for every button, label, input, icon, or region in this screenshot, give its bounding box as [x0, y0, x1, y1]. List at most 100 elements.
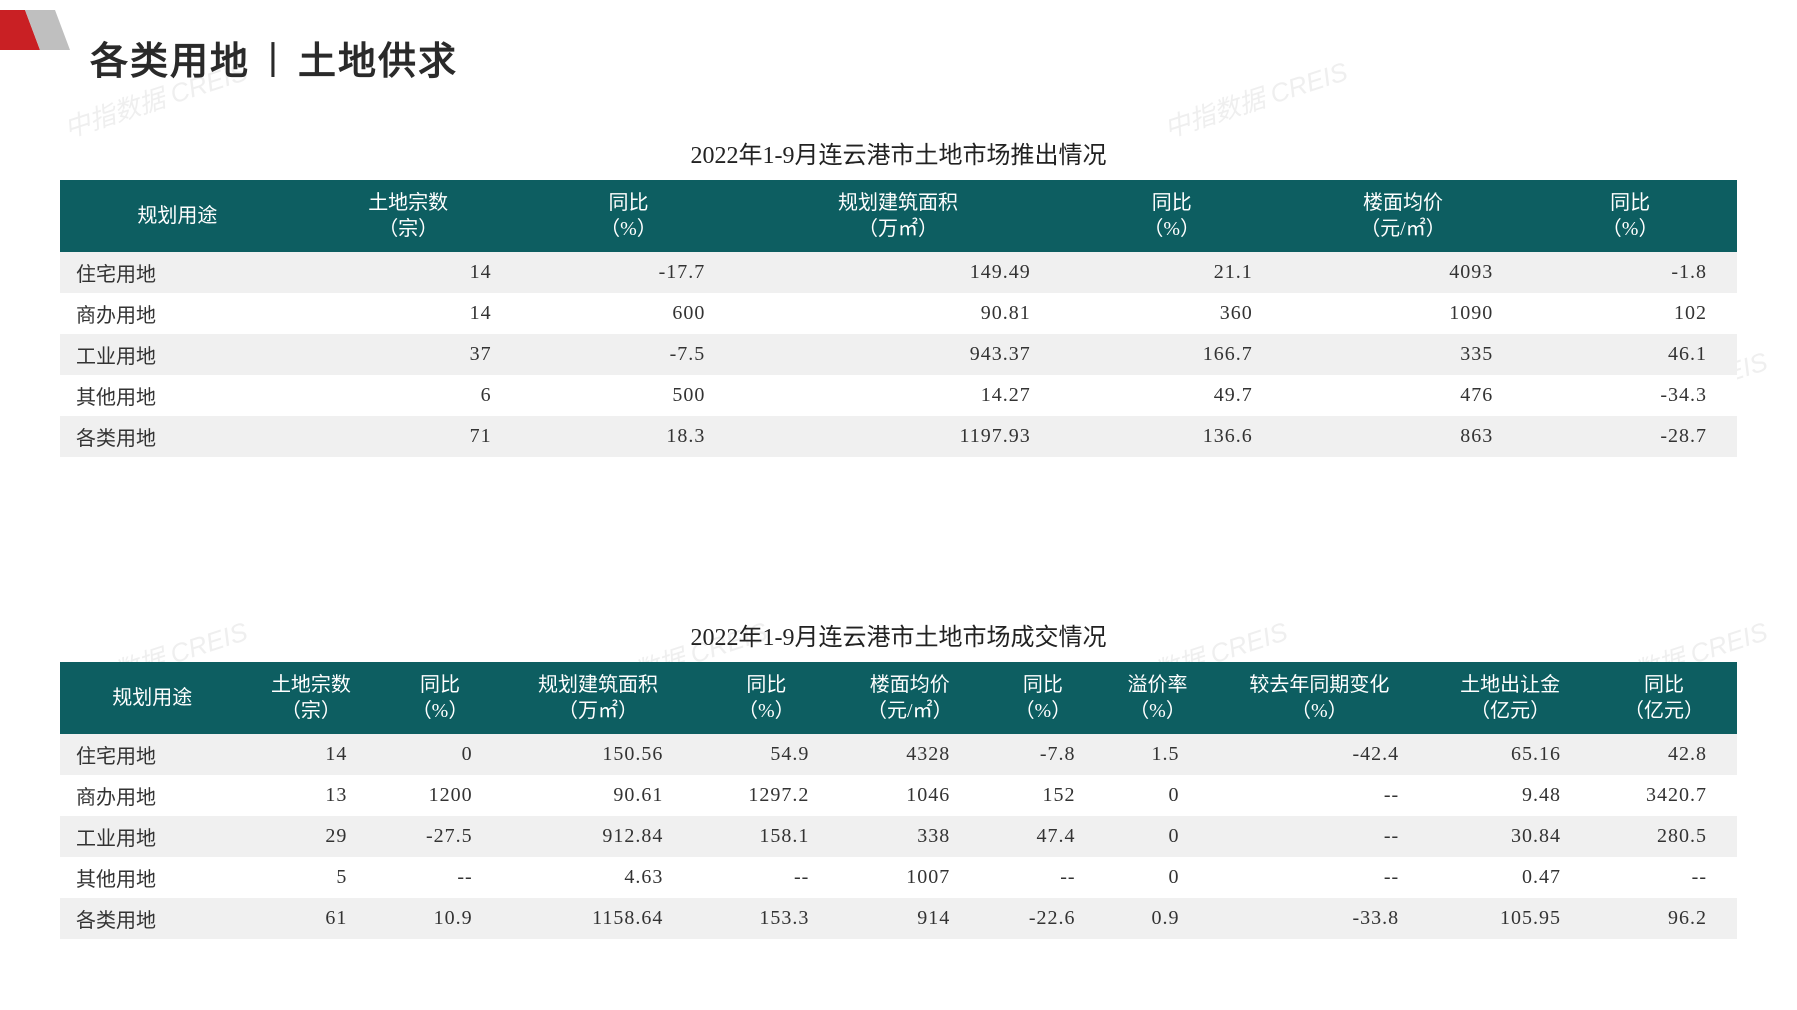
title-part1: 各类用地 — [90, 41, 250, 83]
row-label: 各类用地 — [60, 416, 295, 457]
cell-value: 14 — [244, 734, 377, 775]
column-header: 规划建筑面积（万㎡） — [503, 662, 694, 734]
page-title: 各类用地丨土地供求 — [90, 30, 1737, 85]
column-header-line1: 同比 — [528, 190, 730, 216]
cell-value: 54.9 — [693, 734, 839, 775]
table-row: 其他用地650014.2749.7476-34.3 — [60, 375, 1737, 416]
column-header-line1: 较去年同期变化 — [1216, 672, 1424, 698]
cell-value: 912.84 — [503, 816, 694, 857]
cell-value: 153.3 — [693, 898, 839, 939]
cell-value: -22.6 — [980, 898, 1105, 939]
cell-value: 360 — [1061, 293, 1283, 334]
column-header: 较去年同期变化（%） — [1210, 662, 1430, 734]
cell-value: 0 — [1106, 775, 1210, 816]
cell-value: 14.27 — [735, 375, 1060, 416]
cell-value: 21.1 — [1061, 252, 1283, 293]
row-label: 住宅用地 — [60, 252, 295, 293]
table-row: 住宅用地140150.5654.94328-7.81.5-42.465.1642… — [60, 734, 1737, 775]
column-header: 土地宗数（宗） — [295, 180, 522, 252]
table-row: 工业用地37-7.5943.37166.733546.1 — [60, 334, 1737, 375]
column-header-line2: （%） — [1112, 698, 1204, 724]
row-label: 工业用地 — [60, 334, 295, 375]
table1-title: 2022年1-9月连云港市土地市场推出情况 — [60, 135, 1737, 170]
column-header-line1: 同比 — [1067, 190, 1277, 216]
cell-value: -- — [693, 857, 839, 898]
cell-value: 500 — [522, 375, 736, 416]
row-label: 各类用地 — [60, 898, 244, 939]
cell-value: 1046 — [839, 775, 980, 816]
row-label: 其他用地 — [60, 857, 244, 898]
cell-value: 152 — [980, 775, 1105, 816]
cell-value: 90.61 — [503, 775, 694, 816]
column-header-line1: 规划建筑面积 — [741, 190, 1054, 216]
cell-value: 37 — [295, 334, 522, 375]
cell-value: -42.4 — [1210, 734, 1430, 775]
column-header-line2: （%） — [383, 698, 496, 724]
column-header-line1: 同比 — [699, 672, 833, 698]
cell-value: -17.7 — [522, 252, 736, 293]
cell-value: 14 — [295, 293, 522, 334]
column-header: 溢价率（%） — [1106, 662, 1210, 734]
column-header-line1: 土地出让金 — [1435, 672, 1585, 698]
column-header-line1: 土地宗数 — [301, 190, 516, 216]
column-header-line2: （%） — [1216, 698, 1424, 724]
column-header: 同比（%） — [980, 662, 1105, 734]
cell-value: 65.16 — [1429, 734, 1591, 775]
cell-value: 14 — [295, 252, 522, 293]
column-header-line2: （元/㎡） — [1289, 216, 1518, 242]
table-row: 商办用地1460090.813601090102 — [60, 293, 1737, 334]
table-row: 商办用地13120090.611297.210461520--9.483420.… — [60, 775, 1737, 816]
table-row: 各类用地7118.31197.93136.6863-28.7 — [60, 416, 1737, 457]
cell-value: 1007 — [839, 857, 980, 898]
column-header-line1: 同比 — [1597, 672, 1731, 698]
cell-value: 13 — [244, 775, 377, 816]
column-header-line1: 土地宗数 — [250, 672, 371, 698]
column-header-line1: 同比 — [986, 672, 1099, 698]
column-header-line2: （元/㎡） — [845, 698, 974, 724]
cell-value: 29 — [244, 816, 377, 857]
cell-value: 1158.64 — [503, 898, 694, 939]
cell-value: 46.1 — [1523, 334, 1737, 375]
column-header-line1: 楼面均价 — [1289, 190, 1518, 216]
column-header-line2: （宗） — [250, 698, 371, 724]
cell-value: -- — [377, 857, 502, 898]
cell-value: 47.4 — [980, 816, 1105, 857]
cell-value: 1090 — [1283, 293, 1524, 334]
cell-value: 102 — [1523, 293, 1737, 334]
cell-value: -28.7 — [1523, 416, 1737, 457]
cell-value: 0 — [1106, 857, 1210, 898]
cell-value: 338 — [839, 816, 980, 857]
cell-value: 105.95 — [1429, 898, 1591, 939]
cell-value: 9.48 — [1429, 775, 1591, 816]
cell-value: 96.2 — [1591, 898, 1737, 939]
cell-value: -- — [1210, 816, 1430, 857]
section-transaction: 2022年1-9月连云港市土地市场成交情况 规划用途土地宗数（宗）同比（%）规划… — [60, 617, 1737, 939]
table-supply: 规划用途土地宗数（宗）同比（%）规划建筑面积（万㎡）同比（%）楼面均价（元/㎡）… — [60, 180, 1737, 457]
row-label: 其他用地 — [60, 375, 295, 416]
cell-value: 3420.7 — [1591, 775, 1737, 816]
cell-value: 1197.93 — [735, 416, 1060, 457]
column-header: 土地宗数（宗） — [244, 662, 377, 734]
section-supply: 2022年1-9月连云港市土地市场推出情况 规划用途土地宗数（宗）同比（%）规划… — [60, 135, 1737, 457]
column-header: 规划建筑面积（万㎡） — [735, 180, 1060, 252]
cell-value: 0.9 — [1106, 898, 1210, 939]
cell-value: 4328 — [839, 734, 980, 775]
table-row: 工业用地29-27.5912.84158.133847.40--30.84280… — [60, 816, 1737, 857]
column-header: 同比（%） — [377, 662, 502, 734]
cell-value: 42.8 — [1591, 734, 1737, 775]
cell-value: -34.3 — [1523, 375, 1737, 416]
cell-value: 49.7 — [1061, 375, 1283, 416]
cell-value: 61 — [244, 898, 377, 939]
cell-value: 0 — [1106, 816, 1210, 857]
cell-value: 10.9 — [377, 898, 502, 939]
column-header: 同比（%） — [1061, 180, 1283, 252]
row-label: 住宅用地 — [60, 734, 244, 775]
cell-value: -- — [1591, 857, 1737, 898]
cell-value: 18.3 — [522, 416, 736, 457]
column-header: 楼面均价（元/㎡） — [1283, 180, 1524, 252]
column-header: 规划用途 — [60, 662, 244, 734]
row-label: 商办用地 — [60, 293, 295, 334]
title-part2: 土地供求 — [298, 41, 458, 83]
cell-value: 166.7 — [1061, 334, 1283, 375]
column-header-line2: （亿元） — [1597, 698, 1731, 724]
